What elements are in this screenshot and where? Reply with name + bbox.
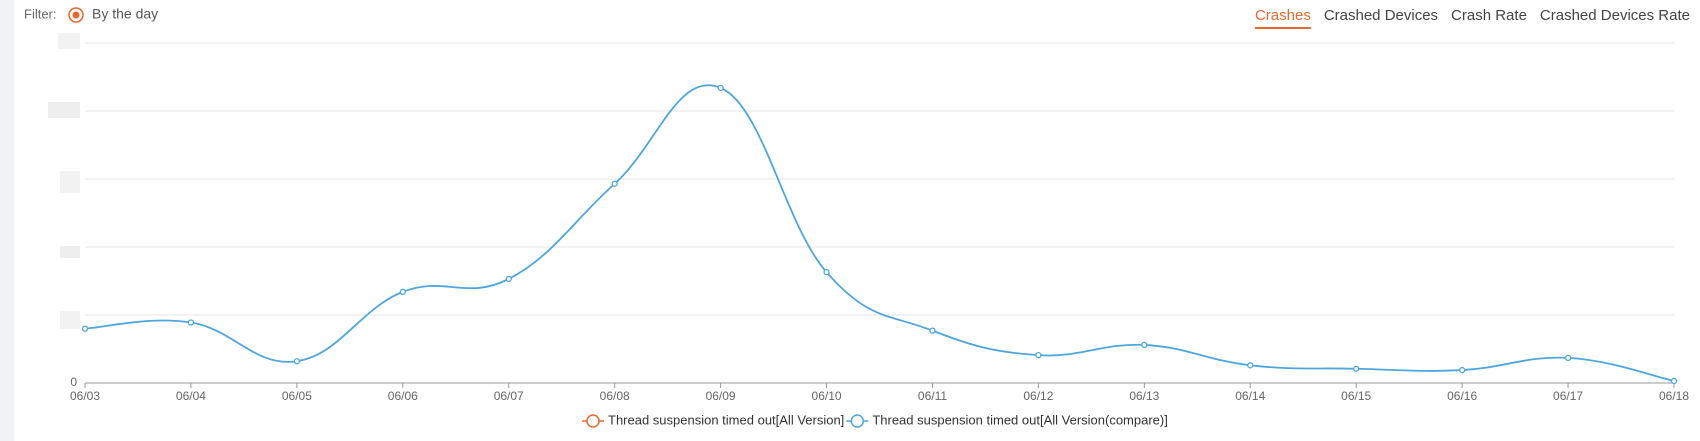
point (1353, 365, 1360, 372)
point (81, 325, 89, 332)
point (187, 319, 195, 326)
point (1035, 351, 1042, 359)
filter-label: Filter: (24, 6, 57, 21)
filter-option[interactable]: By the day (92, 6, 158, 22)
legend-label[interactable]: Thread suspension timed out[All Version] (608, 412, 844, 427)
tab[interactable]: Crashed Devices (1324, 7, 1438, 24)
x-tick-label: 06/16 (1447, 389, 1477, 403)
x-tick-label: 06/11 (918, 389, 947, 403)
x-tick-label: 06/12 (1023, 389, 1053, 403)
tab[interactable]: Crash Rate (1451, 7, 1527, 24)
point (293, 358, 301, 365)
x-tick-label: 06/04 (176, 389, 206, 403)
point (505, 275, 512, 283)
x-tick-label: 06/18 (1659, 389, 1689, 403)
x-tick-label: 06/03 (70, 389, 100, 403)
point (823, 269, 830, 276)
radio-dot (72, 11, 80, 19)
radio[interactable] (68, 7, 84, 23)
point (399, 288, 406, 296)
x-tick-label: 06/17 (1553, 389, 1583, 403)
legend-symbol (586, 414, 600, 428)
x-tick-label: 06/08 (600, 389, 630, 403)
side-bar (0, 0, 14, 441)
x-tick-label: 06/07 (494, 389, 524, 403)
x-tick-label: 06/05 (282, 389, 312, 403)
point (1141, 341, 1148, 349)
point (611, 180, 618, 187)
redacted-labels (48, 33, 80, 329)
x-tick-label: 06/13 (1129, 389, 1159, 403)
point (1670, 377, 1678, 385)
point (1564, 354, 1572, 361)
point (1458, 366, 1466, 374)
x-tick-label: 06/15 (1341, 389, 1371, 403)
x-tick-label: 06/14 (1235, 389, 1265, 403)
legend-label[interactable]: Thread suspension timed out[All Version(… (872, 412, 1168, 427)
point (1247, 362, 1254, 369)
legend-symbol (850, 414, 865, 428)
tab-underline (1254, 27, 1311, 29)
tab[interactable]: Crashed Devices Rate (1540, 7, 1690, 24)
x-tick-label: 06/06 (388, 389, 418, 403)
series-line (84, 84, 1675, 382)
y-tick-label: 0 (70, 375, 77, 389)
x-tick-label: 06/10 (812, 389, 842, 403)
point (717, 84, 724, 92)
point (929, 327, 936, 334)
x-tick-label: 06/09 (706, 389, 736, 403)
tab[interactable]: Crashes (1255, 7, 1311, 24)
